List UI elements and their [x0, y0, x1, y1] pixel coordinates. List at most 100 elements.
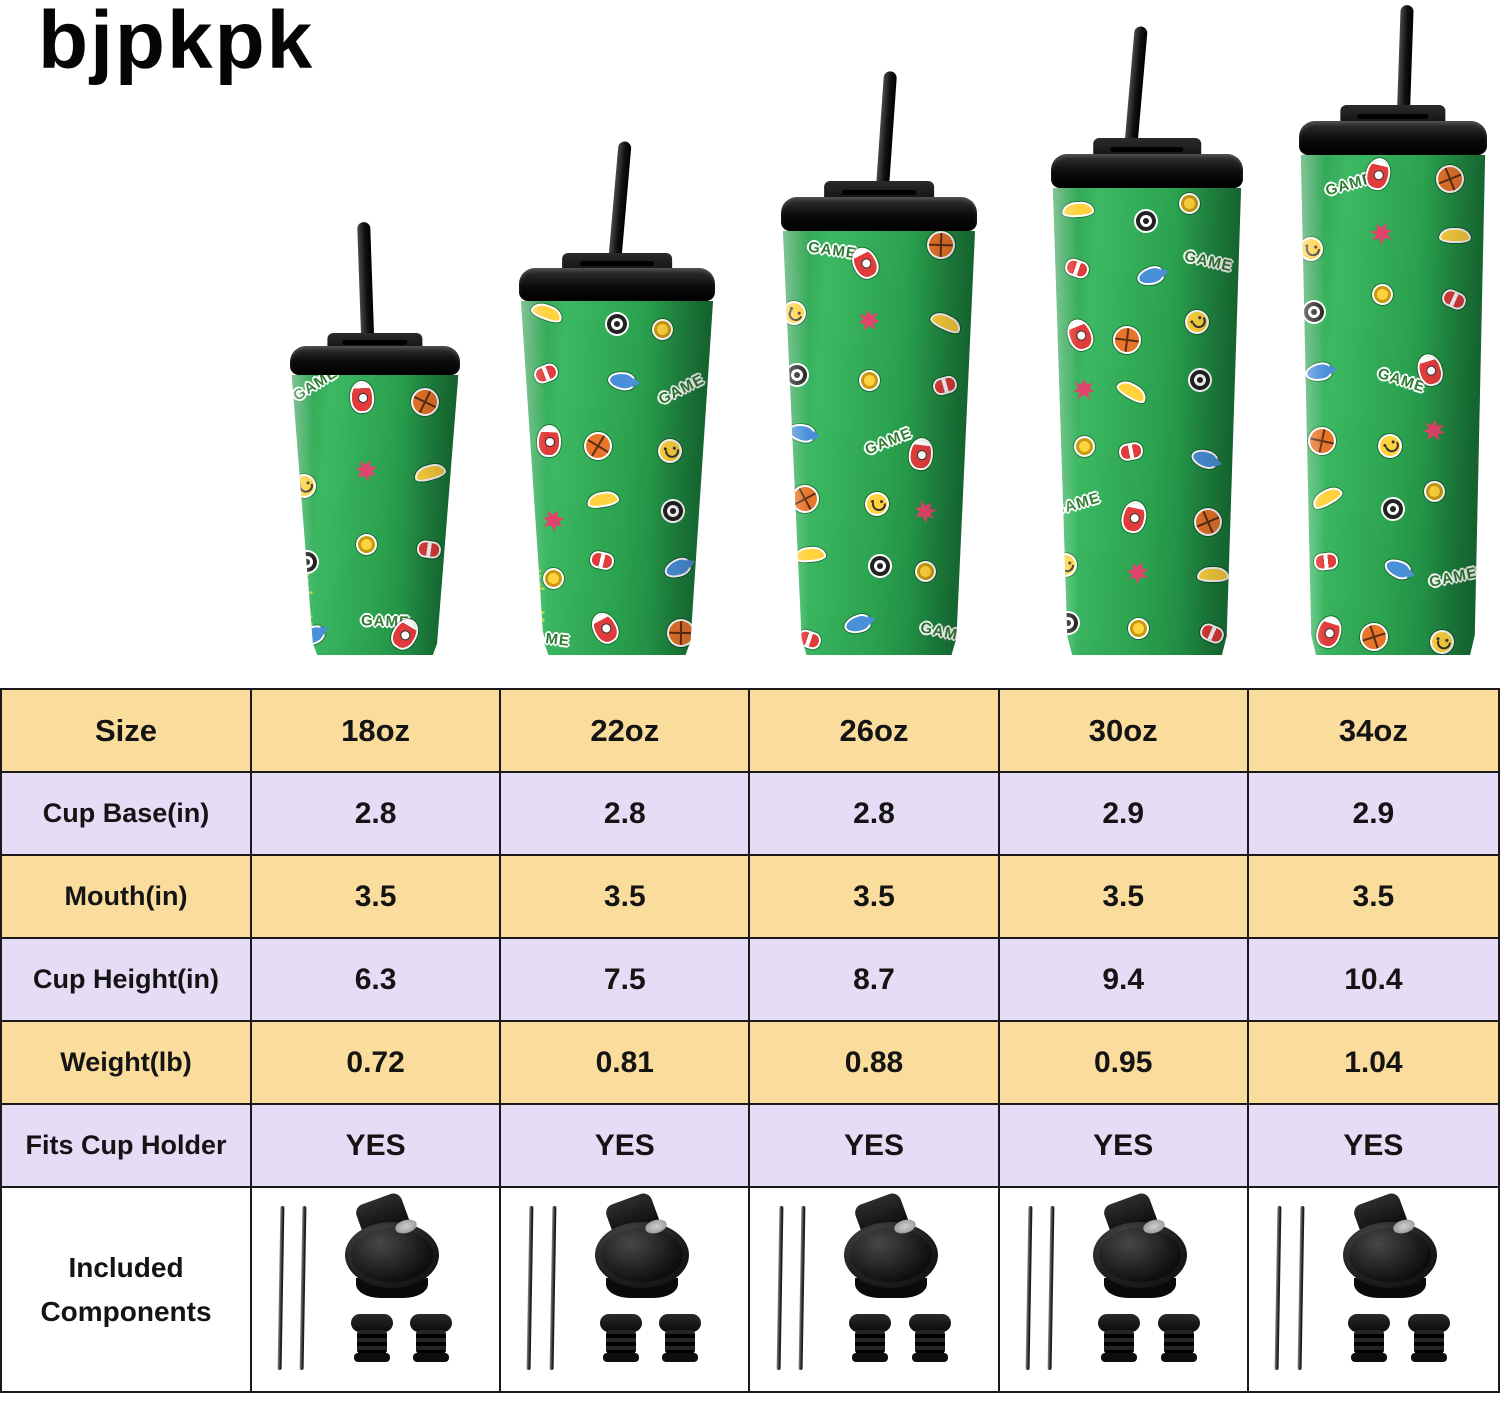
metal-straw-icon [1025, 1206, 1033, 1371]
row-label-size: Size [2, 690, 252, 773]
sticker-coin [915, 561, 936, 582]
cup-body: GAME GAME bjpkpk [520, 301, 714, 655]
sticker-fish [609, 372, 635, 390]
column-header-22oz: 22oz [501, 690, 751, 773]
sticker-rocket [1121, 501, 1147, 533]
value-cell: 0.81 [501, 1022, 751, 1105]
sticker-banana [1199, 568, 1227, 580]
straw-stopper-icon [350, 1313, 393, 1362]
sticker-smiley [1430, 630, 1454, 654]
flip-lid [290, 333, 460, 375]
cup-brand-mark: bjpkpk [293, 571, 313, 639]
sticker-lens [660, 498, 686, 524]
stopper-ribs [606, 1329, 637, 1354]
sticker-coin [355, 533, 378, 556]
stopper-ribs [914, 1329, 945, 1354]
sticker-candy [418, 541, 440, 558]
sticker-rocket [1065, 318, 1095, 352]
value-cell: 6.3 [252, 939, 502, 1022]
sticker-flower [857, 310, 880, 333]
brand-logo: bjpkpk [38, 0, 315, 86]
value-cell: 10.4 [1248, 939, 1498, 1022]
straw-stopper-icon [1157, 1313, 1200, 1362]
sticker-fish [788, 423, 816, 443]
lid-cap [1051, 154, 1243, 188]
sticker-lens [785, 363, 809, 387]
row-label-included-components: Included Components [2, 1188, 252, 1391]
sticker-basketball [668, 620, 694, 646]
spec-table: Size 18oz 22oz 26oz 30oz 34oz Cup Base(in) 2.8 2… [0, 688, 1500, 1393]
flip-lid [1299, 105, 1487, 155]
sticker-lens [1383, 498, 1403, 519]
sticker-fish [1191, 448, 1219, 470]
column-header-30oz: 30oz [999, 690, 1249, 773]
sticker-game-badge: GAME [1051, 489, 1103, 520]
tumbler-22oz: GAME GAME bjpkpk [519, 140, 715, 655]
sticker-smiley [292, 474, 316, 498]
sticker-coin [1073, 434, 1096, 458]
sticker-game-badge: GAME [918, 619, 971, 646]
sticker-lens [866, 552, 894, 579]
metal-straw-icon [526, 1206, 534, 1371]
sticker-flower [1073, 379, 1095, 401]
sticker-rocket [909, 438, 933, 470]
lid-disc [345, 1222, 440, 1289]
straw-stopper-icon [1408, 1313, 1451, 1362]
sticker-basketball [408, 385, 442, 419]
flip-lid [519, 253, 715, 301]
sticker-candy [1119, 442, 1143, 460]
straw-stopper-icon [908, 1313, 951, 1362]
sticker-lens [1189, 369, 1211, 392]
sticker-fish [1137, 266, 1165, 287]
sticker-basketball [1434, 163, 1466, 195]
value-cell: 0.88 [750, 1022, 1000, 1105]
value-cell: YES [252, 1105, 502, 1188]
value-cell: 2.9 [999, 773, 1249, 856]
row-label: Mouth(in) [2, 856, 252, 939]
lid-cap [290, 346, 460, 375]
stopper-ribs [855, 1329, 886, 1354]
metal-straw-icon [1047, 1206, 1055, 1371]
metal-straw-icon [798, 1206, 806, 1371]
sticker-candy [933, 376, 957, 395]
straw-stopper-icon [1098, 1313, 1141, 1362]
sticker-banana [415, 463, 445, 482]
sticker-banana [1117, 380, 1147, 404]
sticker-smiley [1376, 432, 1404, 459]
sticker-smiley [866, 494, 888, 515]
stopper-ribs [1104, 1329, 1135, 1354]
straw-stopper-icon [410, 1313, 453, 1362]
row-label: Weight(lb) [2, 1022, 252, 1105]
sticker-flower [910, 497, 940, 527]
flip-lid-icon [593, 1191, 693, 1299]
sticker-banana [531, 302, 563, 323]
value-cell: 9.4 [999, 939, 1249, 1022]
tumbler-lineup: bjpkpk GAME GAME bjpkpk GAME GAME bjpkpk GAME G… [0, 0, 1500, 688]
sticker-coin [1422, 479, 1447, 503]
components-label-line: Components [40, 1295, 212, 1327]
sticker-candy [1442, 289, 1466, 310]
sticker-lens [294, 550, 320, 575]
tumbler-30oz: GAME GAME [1051, 25, 1243, 655]
sticker-coin [1129, 619, 1148, 638]
value-cell: 2.8 [750, 773, 1000, 856]
cup-body: GAME GAME GAME [782, 231, 976, 655]
sticker-basketball [1113, 326, 1141, 354]
value-cell: 2.8 [501, 773, 751, 856]
value-cell: 1.04 [1248, 1022, 1498, 1105]
sticker-game-badge: GAME [807, 238, 858, 263]
components-cell [501, 1188, 751, 1391]
sticker-smiley [1183, 308, 1211, 336]
sticker-lens [604, 311, 630, 337]
row-label: Fits Cup Holder [2, 1105, 252, 1188]
sticker-banana [588, 491, 618, 508]
lid-cap [519, 268, 715, 301]
sticker-smiley [1054, 553, 1076, 576]
stopper-ribs [665, 1329, 696, 1354]
metal-straw-icon [277, 1206, 285, 1371]
cup-body: GAME GAME GAME [1300, 155, 1486, 655]
tumbler-34oz: GAME GAME GAME [1299, 4, 1487, 655]
sticker-game-badge: GAME [862, 424, 915, 459]
sticker-coin [652, 319, 673, 340]
column-header-26oz: 26oz [750, 690, 1000, 773]
